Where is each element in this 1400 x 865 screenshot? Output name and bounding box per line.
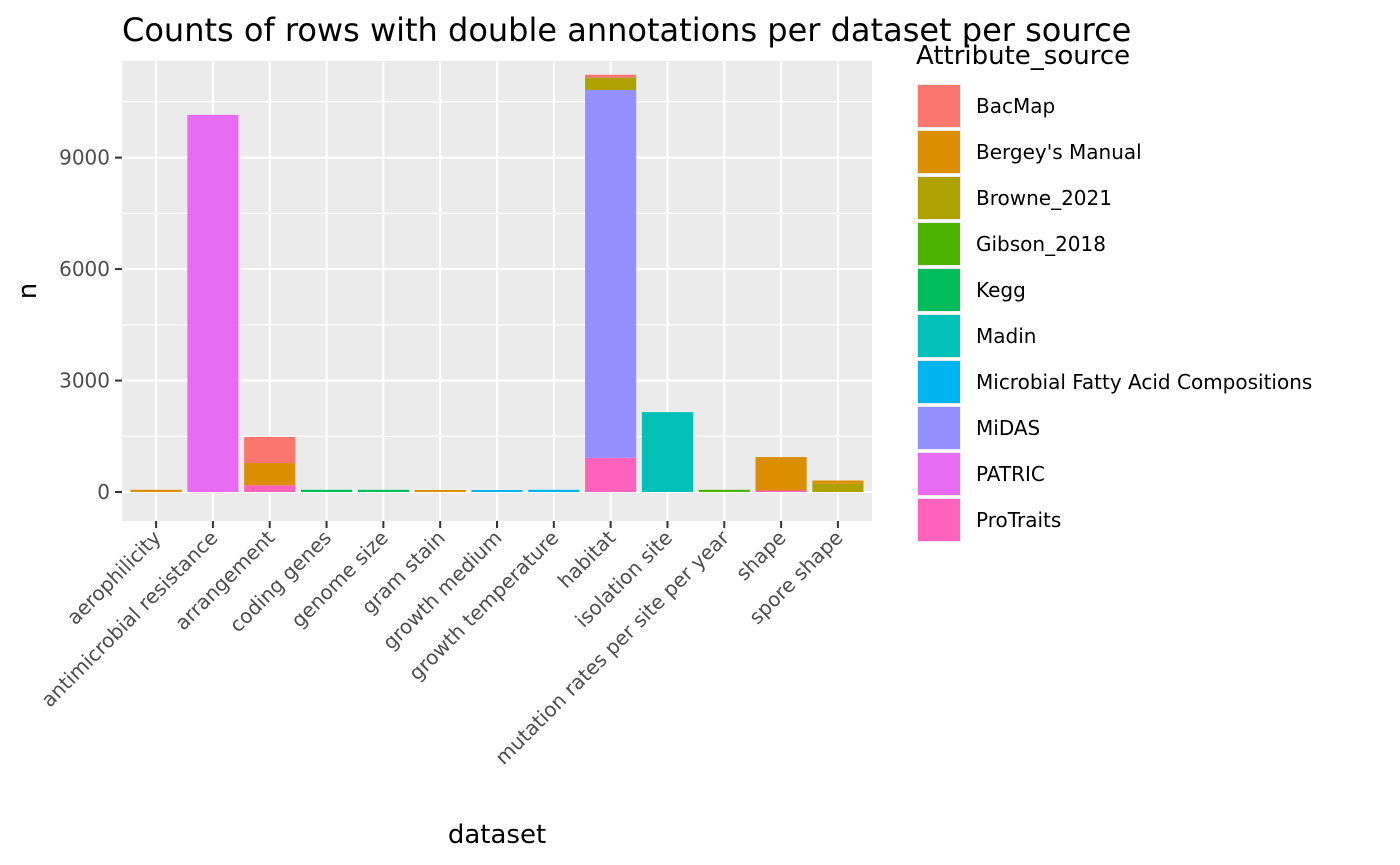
chart-title: Counts of rows with double annotations p…: [122, 11, 1131, 49]
legend-label: Gibson_2018: [976, 232, 1106, 256]
bar-segment: [812, 480, 864, 484]
legend-swatch: [918, 269, 960, 311]
bar-segment: [187, 114, 239, 493]
legend: BacMap Bergey's Manual Browne_2021 Gibson_2…: [915, 82, 1312, 544]
bar-segment: [244, 437, 296, 464]
bar-segment: [244, 485, 296, 493]
bar-segment: [471, 490, 523, 493]
legend-swatch: [918, 223, 960, 265]
y-tick-label: 0: [97, 480, 110, 504]
legend-swatch: [918, 131, 960, 173]
legend-label: PATRIC: [976, 462, 1045, 486]
legend-label: Madin: [976, 324, 1036, 348]
y-tick-label: 9000: [59, 146, 110, 170]
bar-segment: [300, 489, 353, 493]
y-axis-title: n: [13, 283, 43, 299]
x-axis-title: dataset: [448, 820, 546, 850]
bar-segment: [528, 489, 580, 493]
y-axis: 0 3000 6000 9000: [59, 146, 122, 504]
legend-swatch: [918, 315, 960, 357]
legend-label: Browne_2021: [976, 186, 1112, 210]
bar-segment: [585, 457, 637, 493]
legend-swatch: [918, 177, 960, 219]
bar-segment: [698, 489, 750, 493]
legend-label: ProTraits: [976, 508, 1061, 532]
y-tick-label: 3000: [59, 369, 110, 393]
legend-swatch: [918, 361, 960, 403]
legend-label: MiDAS: [976, 416, 1040, 440]
bar-segment: [755, 457, 807, 491]
legend-swatch: [918, 407, 960, 449]
bar-segment: [641, 412, 694, 493]
y-tick-label: 6000: [59, 257, 110, 281]
bars: [130, 74, 864, 493]
bar-segment: [812, 483, 864, 493]
legend-swatch: [918, 453, 960, 495]
bar-segment: [585, 77, 637, 90]
bar-segment: [130, 489, 182, 493]
bar-segment: [585, 74, 637, 78]
legend-label: Kegg: [976, 278, 1026, 302]
legend-swatch: [918, 85, 960, 127]
legend-swatch: [918, 499, 960, 541]
bar-segment: [585, 89, 637, 458]
legend-title: Attribute_source: [916, 41, 1130, 71]
bar-segment: [414, 490, 466, 493]
x-tick-label: arrangement: [170, 525, 279, 634]
legend-label: Bergey's Manual: [976, 140, 1142, 164]
bar-segment: [357, 489, 409, 493]
bar-segment: [244, 463, 296, 486]
bar-segment: [755, 490, 807, 493]
legend-label: BacMap: [976, 94, 1055, 118]
legend-label: Microbial Fatty Acid Compositions: [976, 370, 1312, 394]
